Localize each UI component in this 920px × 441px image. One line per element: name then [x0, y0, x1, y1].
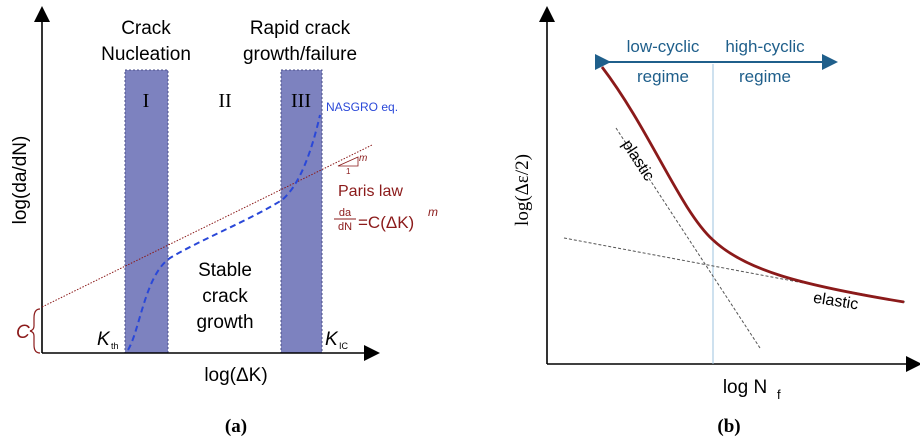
region-1-band: [124, 69, 169, 354]
stable-line1: Stable: [198, 260, 252, 281]
paris-frac-top: da: [339, 207, 352, 219]
panel-b-y-label: log(Δε/2): [512, 154, 533, 226]
panel-a-caption: (a): [225, 416, 247, 437]
high-cyclic-line1: high-cyclic: [725, 37, 805, 56]
strain-life-curve: [600, 66, 905, 304]
region-1-roman: I: [143, 90, 150, 112]
paris-equation: =C(ΔK): [358, 213, 414, 232]
region-3-title-line2: growth/failure: [243, 44, 357, 65]
k-ic-label: K: [325, 329, 339, 350]
panel-a: Crack Nucleation Rapid crack growth/fail…: [10, 6, 438, 437]
panel-b: low-cyclic regime high-cyclic regime pla…: [512, 6, 920, 437]
region-3-title-line1: Rapid crack: [250, 18, 351, 39]
k-th-label: K: [97, 329, 111, 350]
stable-line2: crack: [202, 286, 248, 307]
k-th-sub: th: [111, 341, 119, 351]
slope-m: m: [359, 153, 367, 164]
intercept-brace: [29, 308, 41, 354]
panel-b-x-sub: f: [777, 387, 781, 402]
panel-a-x-label: log(ΔK): [204, 365, 267, 386]
low-cyclic-line2: regime: [637, 67, 689, 86]
panel-b-x-label: log N: [723, 377, 767, 398]
k-ic-sub: IC: [339, 341, 349, 351]
panel-a-y-label: log(da/dN): [10, 136, 31, 225]
nasgro-label: NASGRO eq.: [326, 100, 398, 114]
region-2-roman: II: [218, 90, 231, 112]
plastic-line: [615, 127, 761, 349]
region-1-title-line1: Crack: [121, 18, 171, 39]
elastic-line: [563, 237, 906, 303]
high-cyclic-line2: regime: [739, 67, 791, 86]
low-cyclic-line1: low-cyclic: [627, 37, 700, 56]
region-1-title-line2: Nucleation: [101, 44, 191, 65]
panel-b-caption: (b): [717, 416, 740, 437]
region-3-roman: III: [291, 90, 311, 112]
slope-triangle: [337, 156, 359, 167]
paris-law-line: [41, 144, 373, 308]
stable-line3: growth: [196, 312, 253, 333]
region-3-band: [280, 69, 323, 354]
paris-law-label: Paris law: [338, 183, 403, 200]
paris-frac-bottom: dN: [338, 221, 352, 233]
slope-run: 1: [346, 167, 351, 176]
intercept-c: C: [16, 322, 30, 343]
elastic-label: elastic: [812, 290, 859, 314]
paris-exponent: m: [428, 205, 438, 219]
